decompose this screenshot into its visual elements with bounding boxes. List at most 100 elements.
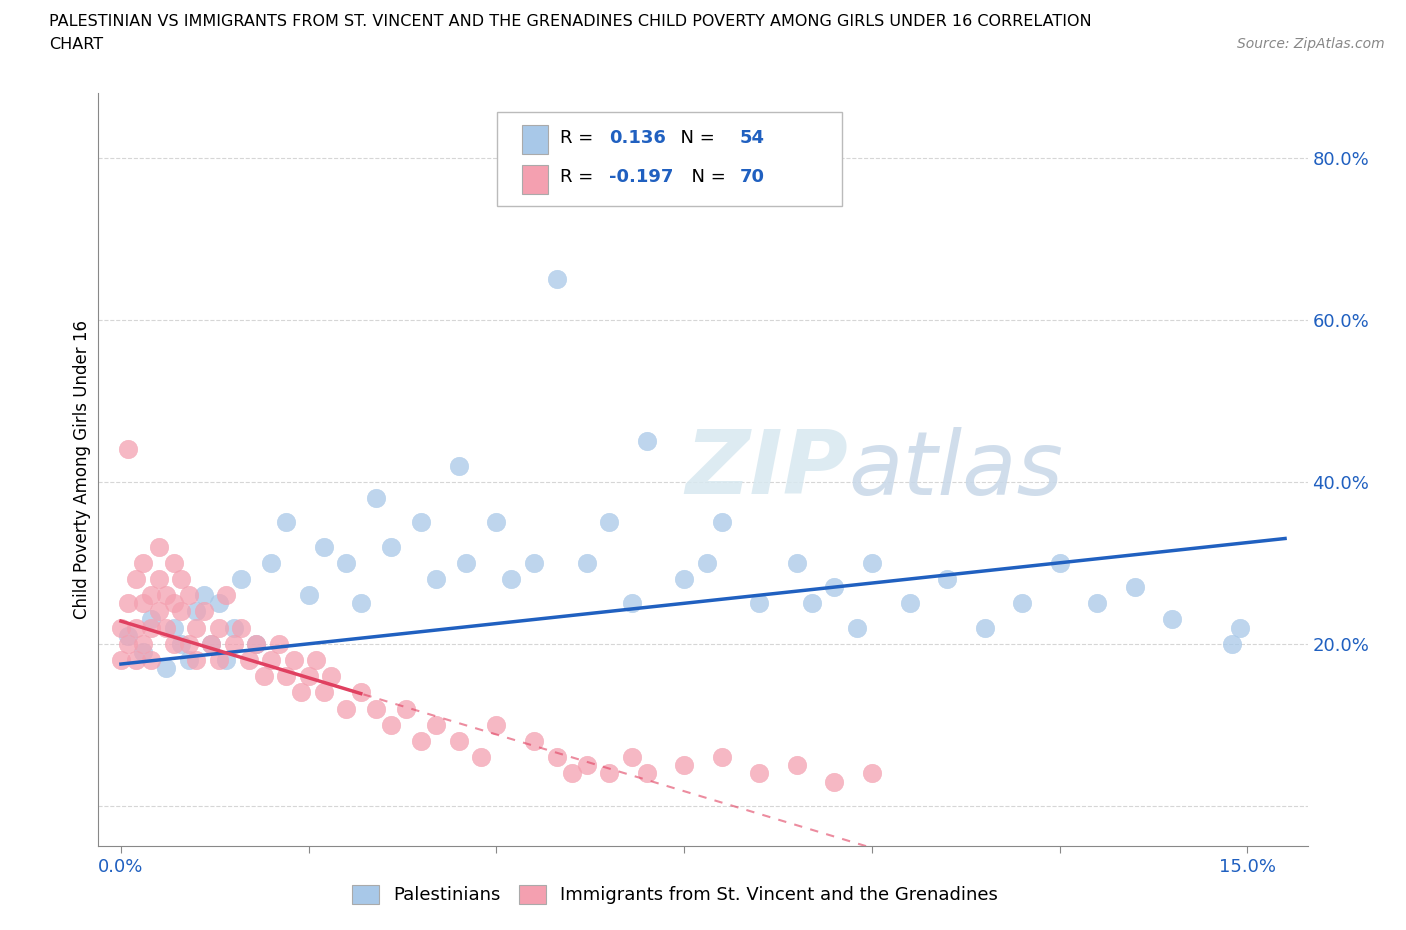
Point [380, 717, 402, 732]
Point [305, 653, 328, 668]
Point [162, 636, 184, 651]
Point [523, 734, 546, 749]
Point [1229, 620, 1251, 635]
Point [447, 458, 470, 473]
Point [1123, 579, 1146, 594]
Point [253, 669, 276, 684]
Point [110, 653, 132, 668]
Point [200, 636, 222, 651]
Point [1085, 596, 1108, 611]
Point [425, 717, 447, 732]
Point [485, 717, 508, 732]
Point [229, 572, 252, 587]
Point [193, 588, 215, 603]
FancyBboxPatch shape [522, 126, 548, 153]
Point [229, 620, 252, 635]
Point [298, 669, 321, 684]
Point [276, 669, 298, 684]
Point [786, 555, 808, 570]
Point [561, 766, 583, 781]
Point [162, 596, 184, 611]
Point [335, 555, 357, 570]
Point [125, 572, 148, 587]
Point [1011, 596, 1033, 611]
Point [973, 620, 995, 635]
Point [207, 653, 229, 668]
Point [447, 734, 470, 749]
Point [411, 734, 433, 749]
Point [366, 701, 388, 716]
Point [673, 758, 696, 773]
Point [222, 620, 245, 635]
Point [148, 604, 170, 618]
Point [132, 596, 155, 611]
Point [321, 669, 343, 684]
Point [846, 620, 869, 635]
Point [155, 620, 177, 635]
Point [823, 579, 845, 594]
Point [139, 612, 162, 627]
Point [350, 685, 373, 700]
Text: 70: 70 [740, 168, 765, 186]
Point [148, 572, 170, 587]
Point [1222, 636, 1244, 651]
Point [312, 685, 335, 700]
Point [215, 653, 238, 668]
Point [620, 750, 643, 764]
Point [598, 515, 620, 530]
Point [125, 620, 148, 635]
Point [470, 750, 492, 764]
Point [748, 766, 770, 781]
Point [132, 636, 155, 651]
Point [673, 572, 696, 587]
Point [238, 653, 260, 668]
Point [260, 653, 283, 668]
Point [184, 604, 207, 618]
Point [193, 604, 215, 618]
Point [598, 766, 620, 781]
Text: CHART: CHART [49, 37, 103, 52]
Y-axis label: Child Poverty Among Girls Under 16: Child Poverty Among Girls Under 16 [73, 320, 91, 619]
Text: -0.197: -0.197 [609, 168, 673, 186]
Point [162, 620, 184, 635]
Point [636, 766, 658, 781]
Point [395, 701, 418, 716]
Text: 54: 54 [740, 129, 765, 147]
Point [155, 660, 177, 675]
Point [290, 685, 312, 700]
Point [200, 636, 222, 651]
Point [139, 588, 162, 603]
Point [132, 555, 155, 570]
Text: R =: R = [561, 168, 599, 186]
Point [575, 758, 598, 773]
Point [936, 572, 959, 587]
Point [260, 555, 283, 570]
Point [117, 442, 139, 457]
Point [380, 539, 402, 554]
Point [312, 539, 335, 554]
Point [456, 555, 478, 570]
FancyBboxPatch shape [498, 112, 842, 206]
Point [207, 596, 229, 611]
Point [222, 636, 245, 651]
Point [523, 555, 546, 570]
Point [748, 596, 770, 611]
Point [132, 644, 155, 659]
Point [485, 515, 508, 530]
Point [501, 572, 523, 587]
Point [170, 604, 193, 618]
Point [823, 774, 845, 789]
Point [148, 539, 170, 554]
Point [636, 434, 658, 449]
Text: 0.136: 0.136 [609, 129, 665, 147]
Text: R =: R = [561, 129, 599, 147]
Text: ZIP: ZIP [685, 426, 848, 513]
Point [425, 572, 447, 587]
Text: atlas: atlas [848, 427, 1063, 512]
FancyBboxPatch shape [522, 165, 548, 193]
Point [620, 596, 643, 611]
Point [860, 555, 883, 570]
Point [184, 620, 207, 635]
Point [207, 620, 229, 635]
Legend: Palestinians, Immigrants from St. Vincent and the Grenadines: Palestinians, Immigrants from St. Vincen… [344, 878, 1005, 911]
